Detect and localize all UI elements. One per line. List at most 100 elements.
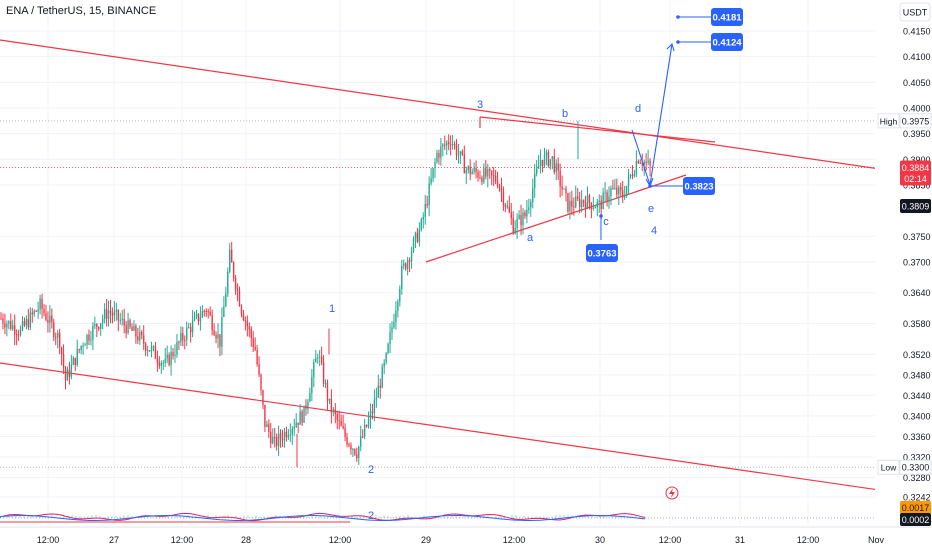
target-0.3823[interactable]: 0.3823 xyxy=(648,177,715,195)
lightning-icon[interactable] xyxy=(665,486,679,500)
candle-body xyxy=(477,172,479,178)
target-0.3763[interactable]: 0.3763 xyxy=(586,244,618,262)
symbol-title[interactable]: ENA / TetherUS, 15, BINANCE xyxy=(6,5,157,17)
candle-body xyxy=(170,352,172,365)
candle-body xyxy=(328,398,331,401)
lightning-icon-bolt xyxy=(669,488,675,498)
candle-body xyxy=(98,327,100,329)
candle-body xyxy=(227,271,229,294)
candle-body xyxy=(88,334,90,341)
target-value: 0.3763 xyxy=(587,249,616,260)
candle-body xyxy=(393,322,395,328)
triangle-upper-line[interactable] xyxy=(479,116,716,143)
candle-body xyxy=(447,142,450,145)
candle-body xyxy=(2,318,4,324)
candle-body xyxy=(131,326,133,331)
x-tick-label: 28 xyxy=(241,535,251,545)
candle-body xyxy=(137,336,139,341)
candle-body xyxy=(10,321,12,329)
lower-channel-line[interactable] xyxy=(0,362,901,494)
currency-box[interactable] xyxy=(899,2,931,22)
candle-body xyxy=(166,354,168,359)
candle-body xyxy=(4,323,6,328)
candle-body xyxy=(467,166,469,171)
candle-body xyxy=(424,204,426,217)
candle-body xyxy=(375,397,378,400)
candle-body xyxy=(23,321,26,326)
candle-body xyxy=(506,206,509,208)
candle-body xyxy=(78,349,80,351)
candle-body xyxy=(252,338,254,348)
x-tick-label: 29 xyxy=(421,535,431,545)
candle-body xyxy=(133,325,135,331)
candle-body xyxy=(230,249,233,263)
candle-body xyxy=(528,207,530,210)
currency-label: USDT xyxy=(903,8,928,18)
candle-body xyxy=(27,319,30,328)
candle-body xyxy=(309,393,311,402)
candle-body xyxy=(494,175,497,182)
candle-body xyxy=(575,196,577,208)
candle-body xyxy=(143,335,145,344)
candle-body xyxy=(553,156,555,173)
target-value: 0.4124 xyxy=(712,38,742,49)
candle-body xyxy=(381,366,383,388)
candle-body xyxy=(621,190,624,198)
candle-body xyxy=(305,405,307,409)
candle-body xyxy=(277,433,280,447)
candle-body xyxy=(129,320,131,327)
osc-value-1-box xyxy=(900,501,931,514)
low-tag: Low xyxy=(881,463,897,473)
oscillator-pane xyxy=(0,512,875,523)
candle-body xyxy=(256,349,258,365)
candle-body xyxy=(25,319,28,326)
candle-body xyxy=(514,228,516,234)
candle-body xyxy=(356,454,358,459)
price-target-labels: 0.4181 0.4124 0.3823 0.3763 xyxy=(586,8,743,262)
candle-body xyxy=(64,367,67,381)
price-axis[interactable]: USDT 0.4150 0.4100 0.4050 0.4000 0.3950 0.3900… xyxy=(875,0,932,550)
candle-body xyxy=(440,146,442,158)
candle-body xyxy=(361,436,364,438)
wave-label-2: 2 xyxy=(368,510,374,522)
candle-body xyxy=(369,411,372,419)
time-axis[interactable]: 12:00 27 12:00 28 12:00 29 12:00 30 12:00 31 12:00… xyxy=(0,526,932,545)
candle-body xyxy=(141,332,143,336)
grid xyxy=(0,0,875,525)
candle-body xyxy=(123,318,125,326)
candle-body xyxy=(317,357,319,359)
candle-body xyxy=(535,168,538,174)
candle-body xyxy=(29,312,32,328)
candle-body xyxy=(555,163,557,173)
c-target-dot xyxy=(599,214,603,218)
candle-body xyxy=(55,336,57,338)
candle-body xyxy=(176,341,178,355)
target-box xyxy=(683,177,715,195)
candle-body xyxy=(549,159,552,166)
y-tick-label: 0.4050 xyxy=(903,78,931,88)
upper-channel-line[interactable] xyxy=(0,39,901,173)
candle-body xyxy=(164,358,166,363)
target-dot xyxy=(676,15,680,19)
candle-body xyxy=(379,385,381,388)
candle-body xyxy=(272,436,274,444)
candle-body xyxy=(90,339,92,341)
candle-body xyxy=(15,334,18,336)
y-tick-label: 0.3242 xyxy=(903,493,931,503)
candle-body xyxy=(469,166,471,175)
target-0.4181[interactable]: 0.4181 xyxy=(676,8,743,26)
candle-body xyxy=(41,298,43,310)
candle-body xyxy=(211,315,213,331)
candle-body xyxy=(119,320,121,322)
candle-body xyxy=(537,166,540,169)
candle-body xyxy=(444,144,446,146)
candle-body xyxy=(502,191,505,205)
target-0.4124[interactable]: 0.4124 xyxy=(676,33,743,51)
candle-body xyxy=(115,310,118,312)
triangle-lower-line[interactable] xyxy=(425,174,687,263)
candle-body xyxy=(232,262,235,278)
candle-body xyxy=(596,202,598,208)
candle-body xyxy=(545,152,548,156)
candle-body xyxy=(598,200,600,203)
